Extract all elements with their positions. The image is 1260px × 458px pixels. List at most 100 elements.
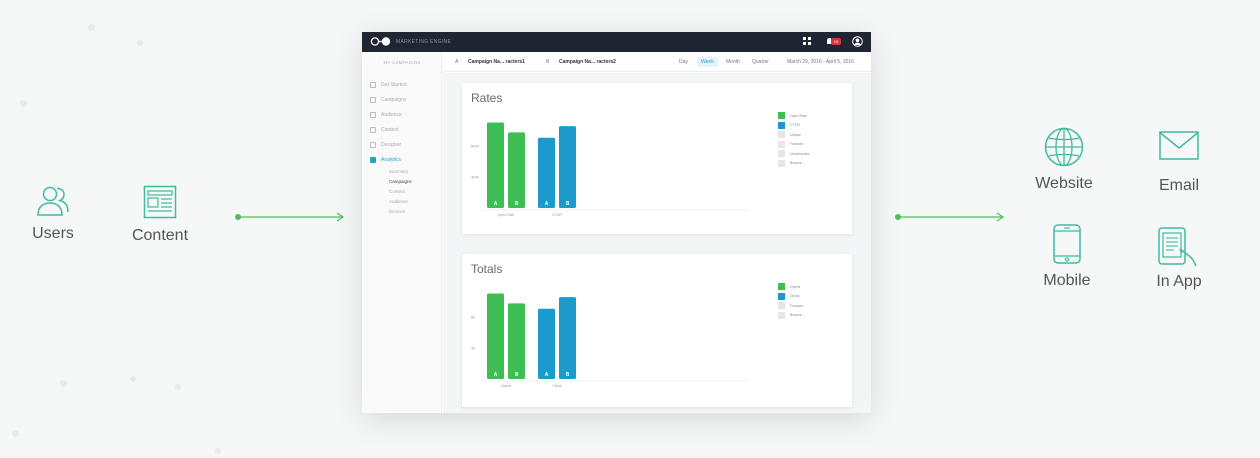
legend-item[interactable]: Forward (778, 140, 809, 150)
bar-label: A (494, 372, 498, 378)
sidebar-item-campaigns[interactable]: Campaigns (370, 97, 406, 103)
output-in-app: In App (1124, 227, 1234, 291)
top-bar: MARKETING ENGINE 10 (362, 32, 871, 52)
legend-label: Opens (790, 284, 801, 289)
legend-item[interactable]: Unique (778, 130, 809, 140)
globe-icon (1044, 127, 1084, 167)
legend-item[interactable]: Bounce (778, 311, 803, 321)
brand-name: MARKETING ENGINE (396, 39, 452, 45)
rates-card: Rates 60% 30% A B A B Open Rate CTOR Open Rate C… (462, 83, 852, 234)
sidebar-item-get-started[interactable]: Get Started (370, 82, 407, 88)
range-quarter[interactable]: Quarter (752, 59, 769, 65)
sidebar-item-content[interactable]: Content (370, 127, 399, 133)
get-started-icon (370, 82, 376, 88)
input-label-users: Users (32, 225, 74, 242)
range-week[interactable]: Week (697, 57, 718, 67)
output-email: Email (1124, 131, 1234, 195)
campaign-a-tag: A (455, 59, 459, 65)
totals-title: Totals (471, 262, 503, 276)
bar-opens (487, 293, 504, 379)
legend-label: Bounce (790, 313, 802, 318)
legend-swatch (778, 283, 785, 291)
bar-label: B (566, 201, 570, 207)
totals-chart: 6k 4k A B A B Opens Clicks (471, 293, 748, 388)
y-tick-label: 4k (471, 345, 475, 350)
legend-swatch (778, 311, 785, 319)
sidebar-sub-campaigns[interactable]: Campaigns (389, 179, 412, 184)
legend-item[interactable]: Opens (778, 282, 803, 292)
notification-badge: 10 (831, 38, 841, 45)
legend-swatch (778, 112, 785, 120)
legend-label: Forward (790, 142, 803, 147)
legend-item[interactable]: Forward (778, 301, 803, 311)
y-tick-label: 60% (471, 144, 479, 149)
legend-swatch (778, 121, 785, 129)
legend-item[interactable]: CTOR (778, 121, 809, 131)
campaign-b-select[interactable]: Campaign Na... racters2 (559, 59, 616, 65)
input-users: Users (0, 185, 108, 243)
y-tick-label: 30% (471, 174, 479, 179)
content-icon (143, 185, 177, 219)
flow-arrow-left (235, 212, 345, 222)
legend-item[interactable]: Clicks (778, 292, 803, 302)
category-label: Opens (501, 384, 512, 388)
legend-swatch (778, 150, 785, 158)
campaign-b-tag: B (546, 59, 550, 65)
logo-icon (370, 37, 391, 46)
legend-swatch (778, 131, 785, 139)
y-tick-label: 6k (471, 315, 475, 320)
legend-item[interactable]: Unsubscribe (778, 149, 809, 159)
bar-label: B (515, 201, 519, 207)
bar-ctor (559, 126, 576, 208)
sidebar-sub-summary[interactable]: Summary (389, 169, 409, 174)
rates-title: Rates (471, 91, 503, 105)
category-label: CTOR (552, 213, 562, 217)
designer-icon (370, 142, 376, 148)
content-nav-icon (370, 127, 376, 133)
legend-item[interactable]: Open Rate (778, 111, 809, 121)
app-screenshot: MARKETING ENGINE 10 MY CAMPAIGNS Get Sta… (362, 32, 871, 413)
campaigns-icon (370, 97, 376, 103)
analytics-header: A Campaign Na... racters1 B Campaign Na.… (442, 52, 871, 72)
sidebar-item-analytics[interactable]: Analytics (370, 157, 401, 163)
sidebar-item-audience[interactable]: Audience (370, 112, 402, 118)
sidebar-item-designer[interactable]: Designer (370, 142, 401, 148)
output-website: Website (1009, 127, 1119, 193)
category-label: Open Rate (498, 213, 515, 217)
bell-icon[interactable] (826, 37, 833, 46)
bar-label: A (545, 372, 549, 378)
in-app-icon (1158, 227, 1197, 267)
output-label-mobile: Mobile (1043, 272, 1091, 289)
category-label: Clicks (552, 384, 562, 388)
analytics-icon (370, 157, 376, 163)
bar-label: A (494, 201, 498, 207)
legend-swatch (778, 302, 785, 310)
legend-swatch (778, 292, 785, 300)
sidebar-sub-devices[interactable]: Devices (389, 209, 406, 214)
grid-icon[interactable] (803, 37, 811, 45)
legend-label: Clicks (790, 294, 800, 299)
range-day[interactable]: Day (679, 59, 688, 65)
legend-item[interactable]: Bounce (778, 159, 809, 169)
range-month[interactable]: Month (726, 59, 740, 65)
bar-label: B (515, 372, 519, 378)
legend-label: Open Rate (790, 113, 807, 118)
bar-open-rate (508, 132, 525, 208)
legend-label: Forward (790, 303, 803, 308)
rates-chart: 60% 30% A B A B Open Rate CTOR (471, 122, 748, 217)
legend-swatch (778, 159, 785, 167)
date-range-picker[interactable]: March 29, 2016 - April 5, 2016 (787, 59, 854, 65)
bar-clicks (559, 297, 576, 379)
bar-ctor (538, 137, 555, 208)
sidebar-header: MY CAMPAIGNS (383, 60, 421, 65)
envelope-icon (1159, 131, 1199, 160)
sidebar-sub-content[interactable]: Content (389, 189, 405, 194)
campaign-a-select[interactable]: Campaign Na... racters1 (468, 59, 525, 65)
output-mobile: Mobile (1012, 224, 1122, 290)
output-label-website: Website (1035, 175, 1093, 192)
audience-icon (370, 112, 376, 118)
sidebar: MY CAMPAIGNS Get Started Campaigns Audie… (362, 52, 442, 413)
sidebar-sub-audience[interactable]: Audience (389, 199, 408, 204)
legend-label: Unsubscribe (790, 151, 810, 156)
user-avatar-icon[interactable] (852, 36, 863, 47)
